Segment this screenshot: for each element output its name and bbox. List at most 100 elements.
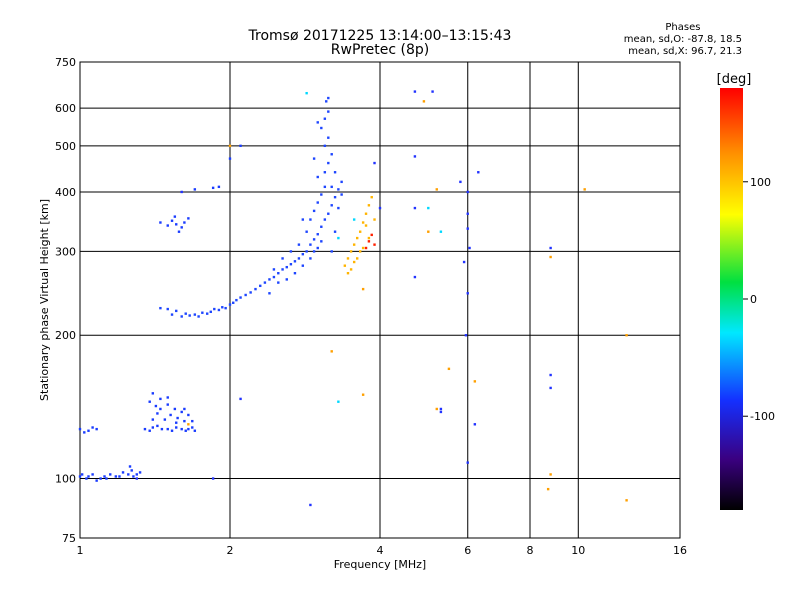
data-point	[439, 410, 443, 414]
data-point	[166, 396, 169, 399]
data-point	[85, 477, 88, 480]
data-point	[78, 427, 82, 431]
data-point	[309, 257, 312, 260]
data-point	[159, 306, 162, 310]
data-point	[367, 204, 371, 207]
data-point	[285, 278, 288, 281]
data-point	[316, 201, 319, 204]
data-point	[188, 314, 191, 317]
data-point	[239, 397, 242, 401]
phases-heading: Phases	[665, 22, 701, 33]
data-point	[156, 424, 159, 428]
data-point	[132, 475, 135, 478]
data-point	[427, 206, 430, 210]
data-point	[367, 240, 371, 243]
data-point	[285, 265, 288, 269]
data-point	[183, 407, 186, 411]
data-point	[309, 503, 312, 507]
chart-title: Tromsø 20171225 13:14:00–13:15:43	[248, 28, 512, 44]
data-point	[103, 475, 106, 478]
data-point	[160, 427, 164, 431]
data-point	[312, 238, 316, 241]
data-point	[305, 250, 308, 253]
data-point	[435, 407, 438, 411]
data-point	[201, 311, 204, 314]
data-point	[468, 246, 471, 250]
data-point	[114, 475, 118, 478]
data-point	[370, 233, 373, 237]
data-point	[316, 175, 319, 179]
data-points	[78, 90, 628, 507]
data-point	[175, 309, 178, 313]
y-axis-label: Stationary phase Virtual Height [km]	[38, 199, 51, 401]
data-point	[217, 308, 221, 312]
data-point	[355, 236, 359, 240]
data-point	[546, 487, 550, 491]
data-point	[80, 473, 84, 476]
data-point	[549, 246, 552, 250]
phase-stats: Phases mean, sd,O: -87.8, 18.5 mean, sd,…	[624, 22, 742, 58]
x-tick-label: 10	[571, 544, 585, 557]
data-point	[330, 204, 333, 207]
data-point	[361, 287, 365, 291]
data-point	[462, 260, 466, 264]
data-point	[367, 236, 371, 240]
data-point	[175, 421, 178, 424]
data-point	[473, 380, 477, 383]
colorbar-tick-label: 0	[750, 293, 757, 306]
data-point	[213, 307, 216, 311]
data-point	[78, 475, 82, 478]
data-point	[327, 110, 330, 113]
data-point	[173, 215, 177, 218]
data-point	[263, 281, 267, 284]
y-tick-label: 100	[55, 473, 76, 486]
data-point	[191, 426, 194, 429]
data-point	[358, 230, 362, 233]
data-point	[91, 426, 94, 429]
data-point	[447, 367, 451, 371]
data-point	[320, 193, 323, 196]
data-point	[154, 404, 158, 408]
data-point	[320, 240, 323, 243]
data-point	[272, 275, 276, 279]
data-point	[105, 477, 108, 480]
data-point	[130, 469, 133, 472]
data-point	[301, 264, 305, 267]
data-point	[293, 272, 297, 275]
data-point	[99, 477, 102, 480]
data-point	[327, 161, 330, 165]
data-point	[180, 226, 183, 229]
y-tick-label: 75	[62, 532, 76, 545]
data-point	[95, 427, 98, 431]
data-point	[277, 281, 280, 284]
data-point	[281, 268, 284, 271]
data-point	[173, 407, 177, 411]
data-point	[549, 386, 552, 390]
data-point	[170, 429, 174, 432]
y-tick-label: 600	[55, 102, 76, 115]
x-tick-label: 4	[377, 544, 384, 557]
data-point	[361, 246, 365, 250]
data-point	[466, 227, 469, 230]
data-point	[175, 223, 178, 226]
data-point	[244, 293, 247, 297]
data-point	[281, 257, 284, 260]
data-point	[337, 206, 340, 210]
colorbar-tick-label: -100	[750, 410, 775, 423]
data-point	[316, 233, 319, 236]
data-point	[346, 257, 350, 260]
data-point	[309, 243, 312, 246]
data-point	[166, 307, 169, 311]
data-point	[259, 284, 262, 288]
data-point	[422, 100, 426, 103]
chart-subtitle: RwPretec (8p)	[330, 42, 430, 58]
data-point	[549, 473, 552, 476]
data-point	[175, 426, 178, 429]
data-point	[249, 291, 252, 294]
data-point	[159, 221, 162, 224]
data-point	[151, 426, 155, 429]
data-point	[272, 268, 276, 271]
data-point	[413, 155, 417, 158]
data-point	[293, 260, 297, 263]
data-point	[312, 157, 316, 160]
